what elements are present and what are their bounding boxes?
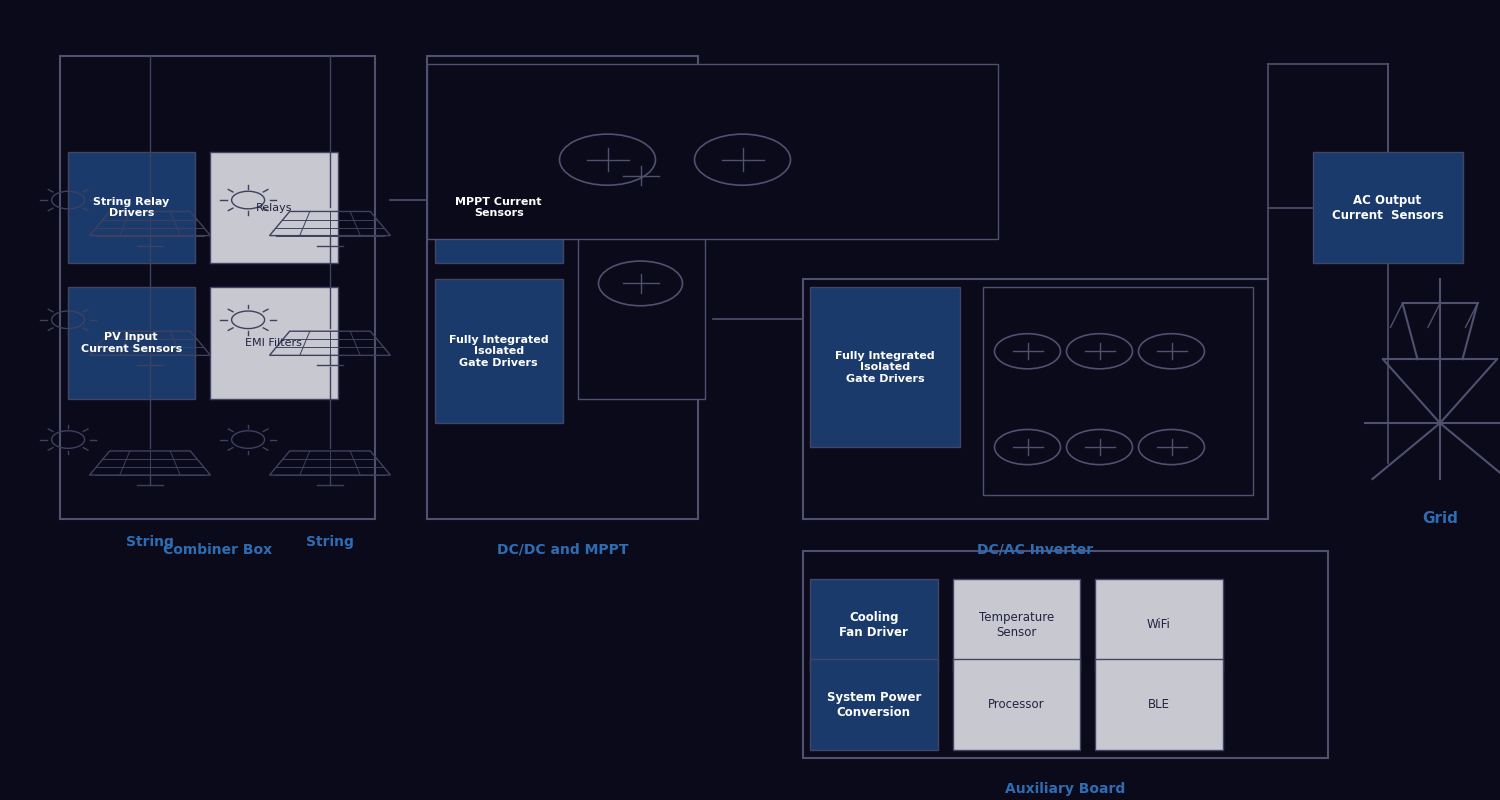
FancyBboxPatch shape bbox=[952, 658, 1080, 750]
Text: WiFi: WiFi bbox=[1148, 618, 1170, 631]
Text: Temperature
Sensor: Temperature Sensor bbox=[978, 610, 1054, 638]
FancyBboxPatch shape bbox=[1095, 578, 1222, 670]
FancyBboxPatch shape bbox=[435, 152, 562, 263]
FancyBboxPatch shape bbox=[1095, 658, 1222, 750]
Text: Fully Integrated
Isolated
Gate Drivers: Fully Integrated Isolated Gate Drivers bbox=[836, 350, 934, 384]
Text: EMI Filters: EMI Filters bbox=[246, 338, 302, 348]
Text: DC/AC Inverter: DC/AC Inverter bbox=[976, 543, 1094, 557]
FancyBboxPatch shape bbox=[427, 64, 998, 239]
Text: System Power
Conversion: System Power Conversion bbox=[827, 690, 921, 718]
FancyBboxPatch shape bbox=[810, 578, 938, 670]
FancyBboxPatch shape bbox=[810, 287, 960, 447]
Text: DC/DC and MPPT: DC/DC and MPPT bbox=[496, 543, 628, 557]
FancyBboxPatch shape bbox=[982, 287, 1252, 495]
Text: Relays: Relays bbox=[255, 202, 292, 213]
FancyBboxPatch shape bbox=[210, 287, 338, 399]
Text: Cooling
Fan Driver: Cooling Fan Driver bbox=[840, 610, 908, 638]
FancyBboxPatch shape bbox=[802, 551, 1328, 758]
Text: String: String bbox=[126, 535, 174, 549]
FancyBboxPatch shape bbox=[210, 152, 338, 263]
FancyBboxPatch shape bbox=[435, 279, 562, 423]
FancyBboxPatch shape bbox=[427, 56, 698, 519]
Text: Fully Integrated
Isolated
Gate Drivers: Fully Integrated Isolated Gate Drivers bbox=[448, 334, 549, 368]
FancyBboxPatch shape bbox=[68, 152, 195, 263]
Text: Combiner Box: Combiner Box bbox=[164, 543, 272, 557]
Text: String Relay
Drivers: String Relay Drivers bbox=[93, 197, 170, 218]
FancyBboxPatch shape bbox=[68, 287, 195, 399]
FancyBboxPatch shape bbox=[802, 279, 1268, 519]
Text: Processor: Processor bbox=[988, 698, 1044, 711]
FancyBboxPatch shape bbox=[60, 56, 375, 519]
Text: String: String bbox=[306, 535, 354, 549]
Text: BLE: BLE bbox=[1148, 698, 1170, 711]
Text: AC Output
Current  Sensors: AC Output Current Sensors bbox=[1332, 194, 1443, 222]
Text: Auxiliary Board: Auxiliary Board bbox=[1005, 782, 1125, 796]
Text: Grid: Grid bbox=[1422, 511, 1458, 526]
Text: PV Input
Current Sensors: PV Input Current Sensors bbox=[81, 333, 182, 354]
Text: MPPT Current
Sensors: MPPT Current Sensors bbox=[456, 197, 542, 218]
FancyBboxPatch shape bbox=[810, 658, 938, 750]
FancyBboxPatch shape bbox=[952, 578, 1080, 670]
FancyBboxPatch shape bbox=[1312, 152, 1462, 263]
FancyBboxPatch shape bbox=[578, 72, 705, 399]
